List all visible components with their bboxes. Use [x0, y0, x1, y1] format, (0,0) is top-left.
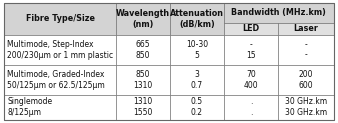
Bar — [279, 95, 334, 120]
Bar — [224, 95, 279, 120]
Bar — [4, 35, 116, 65]
Text: Singlemode
8/125μm: Singlemode 8/125μm — [7, 97, 52, 117]
Text: 200
600: 200 600 — [299, 70, 313, 90]
Bar — [279, 65, 334, 95]
Bar — [4, 95, 116, 120]
Text: Wavelength
(nm): Wavelength (nm) — [116, 9, 170, 29]
Bar — [170, 95, 224, 120]
Text: 0.5
0.2: 0.5 0.2 — [191, 97, 203, 117]
Bar — [4, 65, 116, 95]
Text: Bandwidth (MHz.km): Bandwidth (MHz.km) — [232, 8, 326, 17]
Text: 3
0.7: 3 0.7 — [191, 70, 203, 90]
Bar — [116, 65, 170, 95]
Bar — [170, 65, 224, 95]
Bar — [170, 3, 224, 35]
Text: -
-: - - — [305, 40, 308, 60]
Text: 665
850: 665 850 — [136, 40, 150, 60]
Text: Laser: Laser — [294, 24, 319, 33]
Text: -
15: - 15 — [246, 40, 256, 60]
Bar — [4, 3, 116, 35]
Bar — [224, 23, 279, 35]
Bar — [170, 35, 224, 65]
Text: 1310
1550: 1310 1550 — [134, 97, 153, 117]
Text: 10-30
5: 10-30 5 — [186, 40, 208, 60]
Bar — [279, 23, 334, 35]
Bar — [279, 35, 334, 65]
Text: Multimode, Step-Index
200/230μm or 1 mm plastic: Multimode, Step-Index 200/230μm or 1 mm … — [7, 40, 113, 60]
Text: 70
400: 70 400 — [244, 70, 258, 90]
Bar — [116, 35, 170, 65]
Text: 30 GHz.km
30 GHz.km: 30 GHz.km 30 GHz.km — [285, 97, 327, 117]
Text: Multimode, Graded-Index
50/125μm or 62.5/125μm: Multimode, Graded-Index 50/125μm or 62.5… — [7, 70, 105, 90]
Text: Fibre Type/Size: Fibre Type/Size — [26, 14, 95, 23]
Text: Attenuation
(dB/km): Attenuation (dB/km) — [170, 9, 224, 29]
Text: LED: LED — [242, 24, 260, 33]
Bar — [224, 65, 279, 95]
Text: .
.: . . — [250, 97, 252, 117]
Bar — [224, 3, 334, 23]
Bar — [116, 3, 170, 35]
Text: 850
1310: 850 1310 — [134, 70, 153, 90]
Bar — [116, 95, 170, 120]
Bar — [224, 35, 279, 65]
